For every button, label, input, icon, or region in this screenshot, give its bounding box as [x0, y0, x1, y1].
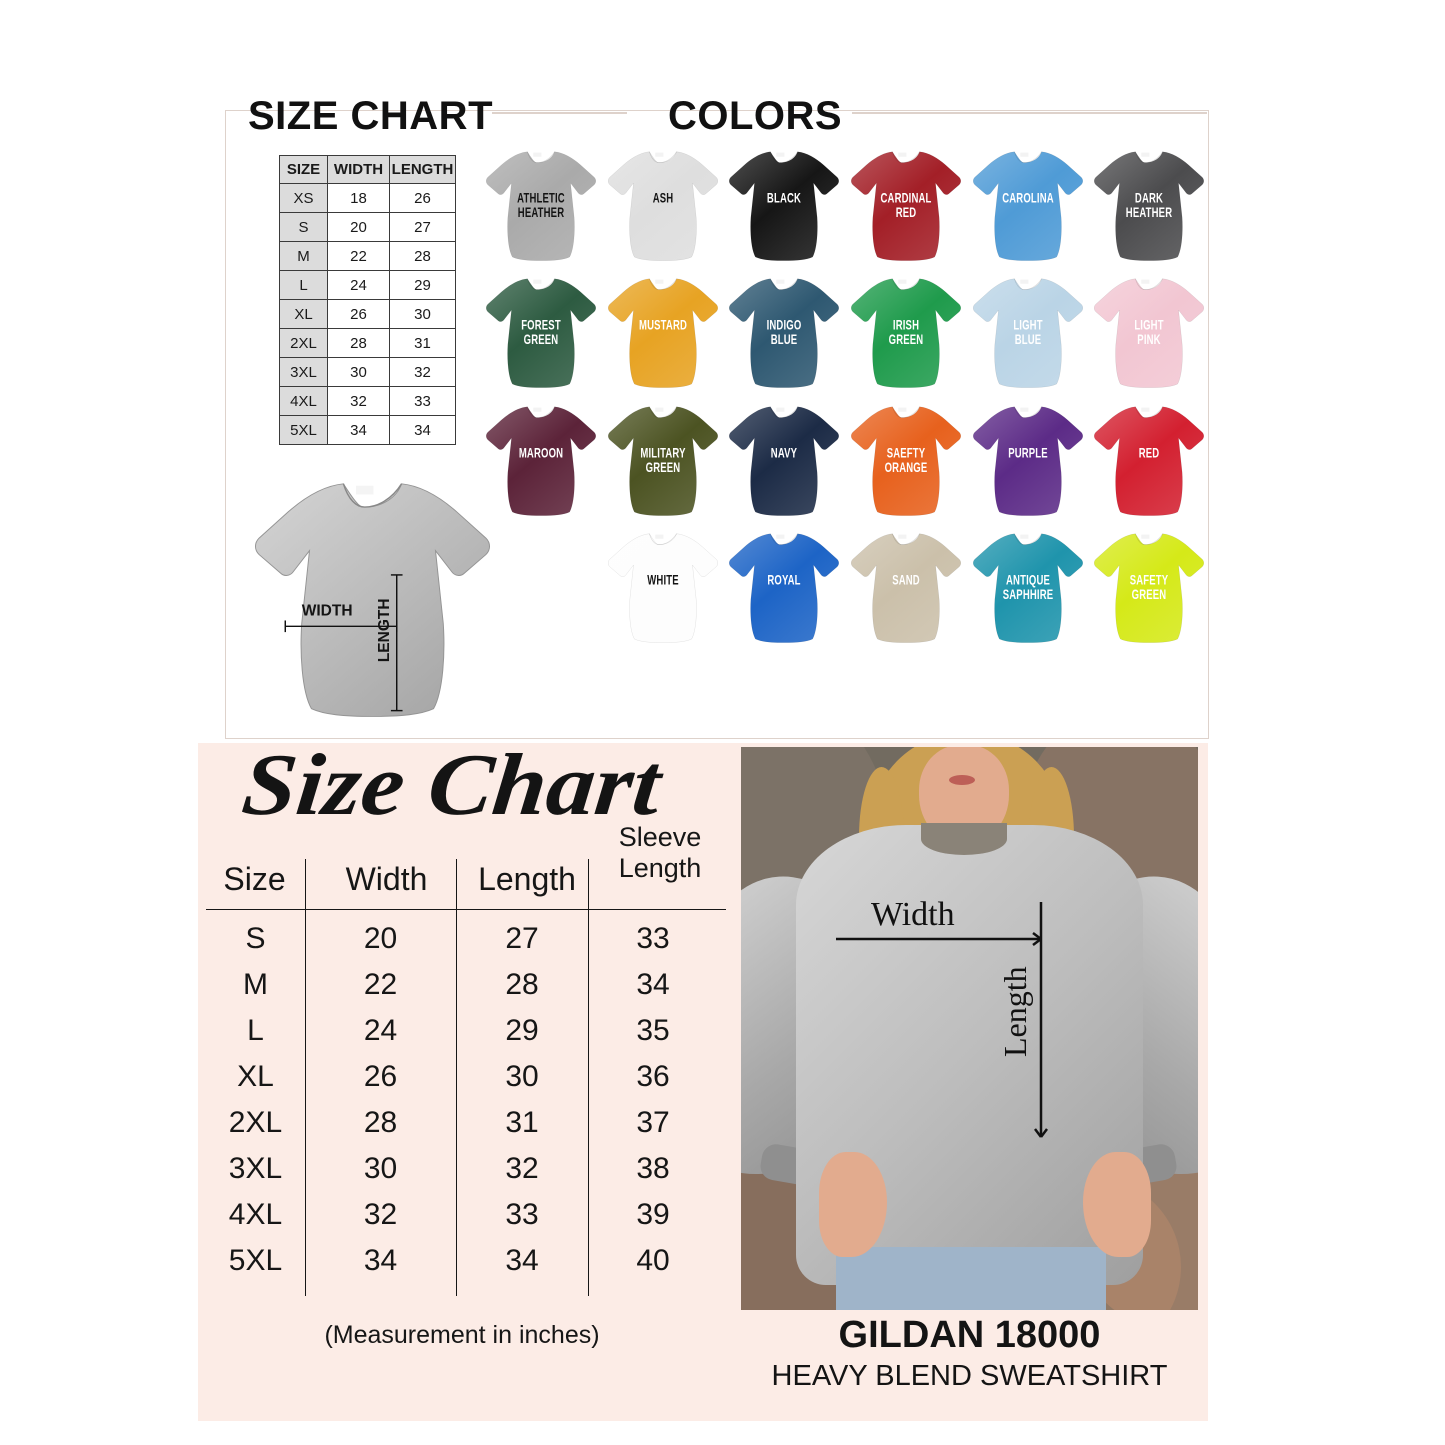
- svg-text:CAROLINA: CAROLINA: [1002, 191, 1054, 206]
- svg-text:GREEN: GREEN: [523, 333, 558, 348]
- svg-text:MAROON: MAROON: [519, 446, 563, 461]
- svg-text:PINK: PINK: [1137, 333, 1161, 348]
- svg-text:BLACK: BLACK: [767, 191, 801, 206]
- svg-text:WIDTH: WIDTH: [302, 603, 353, 620]
- svg-text:BLUE: BLUE: [1014, 333, 1041, 348]
- svg-text:ANTIQUE: ANTIQUE: [1006, 573, 1050, 588]
- svg-text:DARK: DARK: [1135, 191, 1163, 206]
- svg-text:WHITE: WHITE: [647, 573, 679, 588]
- svg-text:HEATHER: HEATHER: [1126, 205, 1173, 220]
- svg-text:GREEN: GREEN: [888, 333, 923, 348]
- svg-text:RED: RED: [896, 205, 917, 220]
- svg-text:GREEN: GREEN: [645, 460, 680, 475]
- svg-text:HEATHER: HEATHER: [518, 205, 565, 220]
- svg-text:Width: Width: [871, 896, 955, 933]
- svg-text:MUSTARD: MUSTARD: [638, 318, 686, 333]
- svg-text:BLUE: BLUE: [771, 333, 798, 348]
- svg-text:ASH: ASH: [652, 191, 673, 206]
- svg-text:CARDINAL: CARDINAL: [880, 191, 931, 206]
- svg-text:ROYAL: ROYAL: [768, 573, 801, 588]
- svg-text:ATHLETIC: ATHLETIC: [517, 191, 565, 206]
- svg-text:SAEFTY: SAEFTY: [887, 446, 926, 461]
- svg-text:NAVY: NAVY: [771, 446, 797, 461]
- svg-text:Length: Length: [997, 966, 1033, 1057]
- svg-text:FOREST: FOREST: [521, 318, 561, 333]
- svg-text:ORANGE: ORANGE: [884, 460, 927, 475]
- svg-text:SAPHHIRE: SAPHHIRE: [1002, 588, 1053, 603]
- svg-text:LENGTH: LENGTH: [376, 598, 393, 662]
- svg-text:SAFETY: SAFETY: [1130, 573, 1169, 588]
- svg-text:INDIGO: INDIGO: [767, 318, 802, 333]
- svg-text:GREEN: GREEN: [1132, 588, 1167, 603]
- svg-text:PURPLE: PURPLE: [1008, 446, 1048, 461]
- svg-text:SAND: SAND: [892, 573, 920, 588]
- svg-text:RED: RED: [1139, 446, 1160, 461]
- svg-text:MILITARY: MILITARY: [640, 446, 685, 461]
- svg-text:LIGHT: LIGHT: [1013, 318, 1043, 333]
- svg-text:IRISH: IRISH: [893, 318, 919, 333]
- svg-text:LIGHT: LIGHT: [1135, 318, 1165, 333]
